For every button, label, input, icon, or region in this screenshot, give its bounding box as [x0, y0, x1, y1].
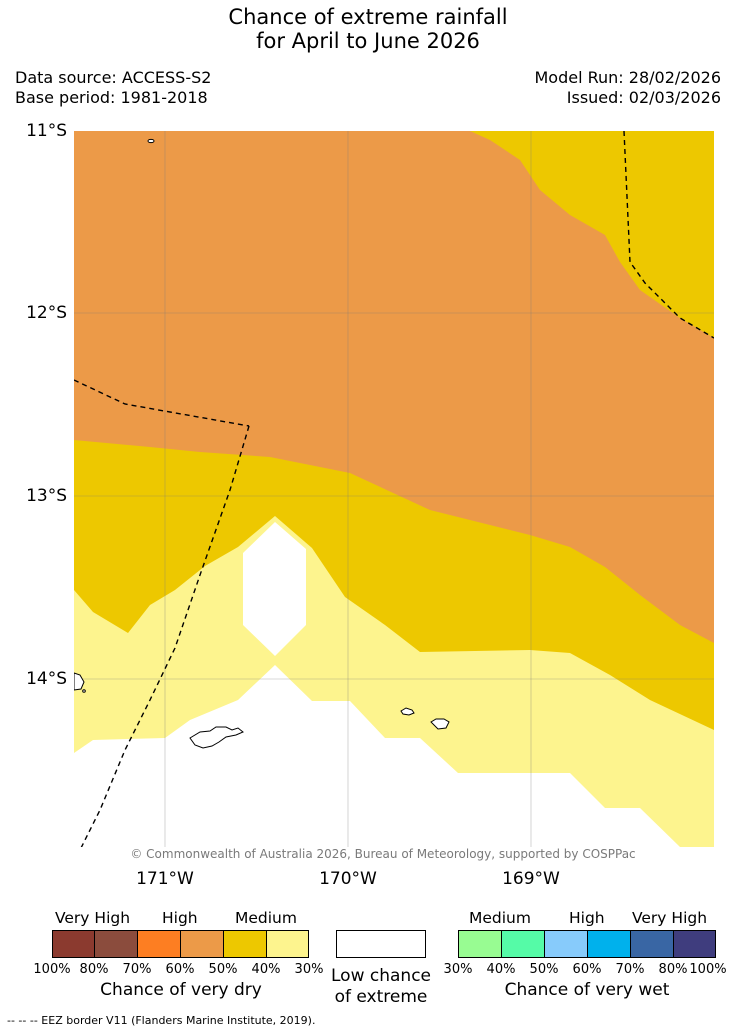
swatch-dry-30-40: [266, 930, 309, 958]
swatch-wet-30-40: [458, 930, 502, 958]
island-ofu-olosega: [400, 707, 415, 716]
eez-border: [74, 131, 714, 847]
tick-dry-100: 100%: [33, 962, 71, 977]
legend-wet-very-high: Very High: [632, 909, 708, 927]
tick-dry-30: 30%: [294, 962, 324, 977]
legend-dry-very-high: Very High: [55, 909, 131, 927]
tick-wet-80: 80%: [658, 962, 688, 977]
lat-label-12s: 12°S: [26, 303, 67, 323]
tick-wet-40: 40%: [486, 962, 516, 977]
island-tau: [430, 718, 450, 730]
tick-wet-70: 70%: [615, 962, 645, 977]
lon-label-169w: 169°W: [502, 869, 560, 889]
swatch-wet-80-100: [673, 930, 716, 958]
tick-dry-50: 50%: [208, 962, 238, 977]
tick-wet-30: 30%: [443, 962, 473, 977]
zone-low-chance: [74, 665, 680, 847]
map-title-line2: for April to June 2026: [256, 29, 480, 53]
islands: [74, 138, 450, 749]
lat-label-11s: 11°S: [26, 121, 67, 141]
legend-dry-medium: Medium: [235, 909, 297, 927]
legend-low-chance-line2: of extreme: [334, 987, 428, 1007]
graticule: [74, 131, 714, 847]
zone-low-chance-center: [243, 522, 306, 656]
swatch-wet-70-80: [630, 930, 674, 958]
tick-dry-70: 70%: [122, 962, 152, 977]
swatch-dry-60-70: [137, 930, 181, 958]
lon-label-170w: 170°W: [319, 869, 377, 889]
zone-dry-40-50-northeast: [470, 131, 714, 338]
swatch-dry-40-50: [223, 930, 267, 958]
tick-wet-50: 50%: [529, 962, 559, 977]
legend-wet-high: High: [569, 909, 605, 927]
lat-label-13s: 13°S: [26, 486, 67, 506]
legend-wet-title: Chance of very wet: [504, 980, 670, 1000]
copyright-notice: © Commonwealth of Australia 2026, Bureau…: [130, 847, 636, 861]
island-tutuila: [189, 726, 244, 749]
tick-dry-60: 60%: [165, 962, 195, 977]
base-period: Base period: 1981-2018: [15, 88, 208, 107]
swatch-wet-50-60: [544, 930, 588, 958]
legend-dry-high: High: [162, 909, 198, 927]
tick-wet-100: 100%: [689, 962, 727, 977]
swatch-wet-60-70: [587, 930, 631, 958]
island-savaii-edge: [74, 672, 85, 691]
legend-dry-title: Chance of very dry: [100, 980, 262, 1000]
swatch-wet-40-50: [501, 930, 545, 958]
data-source: Data source: ACCESS-S2: [15, 68, 212, 87]
issued-date: Issued: 02/03/2026: [566, 88, 721, 107]
legend-wet-medium: Medium: [469, 909, 531, 927]
map-title-line1: Chance of extreme rainfall: [228, 5, 508, 29]
lat-label-14s: 14°S: [26, 669, 67, 689]
model-run: Model Run: 28/02/2026: [534, 68, 722, 87]
lon-label-171w: 171°W: [136, 869, 194, 889]
island-rose-atoll: [147, 138, 155, 144]
swatch-dry-70-80: [94, 930, 138, 958]
eez-footnote: -- -- -- EEZ border V11 (Flanders Marine…: [7, 1014, 316, 1027]
tick-dry-40: 40%: [251, 962, 281, 977]
swatch-dry-50-60: [180, 930, 224, 958]
tick-dry-80: 80%: [79, 962, 109, 977]
legend-low-chance-line1: Low chance: [331, 966, 431, 986]
swatch-low-chance: [336, 930, 426, 958]
swatch-dry-80-100: [52, 930, 95, 958]
tick-wet-60: 60%: [572, 962, 602, 977]
